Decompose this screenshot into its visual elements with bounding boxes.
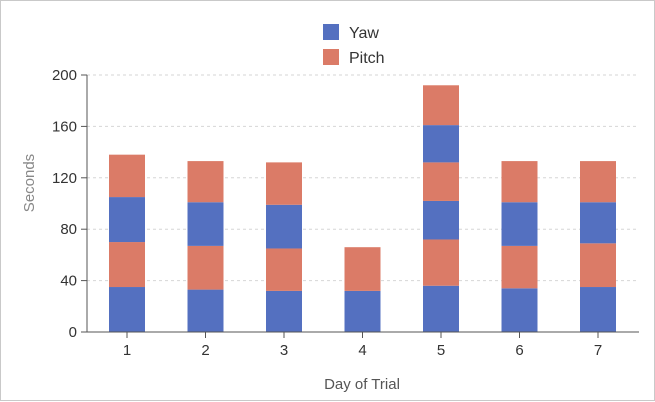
axes: 0 40 80 120 160 200 1 2 3 4 5 6 7	[52, 67, 639, 359]
bar-segment-pitch	[266, 162, 302, 205]
legend-swatch-pitch	[323, 49, 339, 65]
y-tick-label: 160	[52, 118, 77, 135]
bar-segment-yaw	[266, 290, 302, 332]
bar-segment-yaw	[109, 197, 145, 243]
x-axis-title: Day of Trial	[324, 376, 400, 393]
legend-label-pitch: Pitch	[349, 50, 385, 67]
x-tick-label: 2	[201, 342, 209, 359]
bar-segment-pitch	[344, 247, 381, 291]
bar-segment-yaw	[423, 125, 459, 163]
bar-segment-pitch	[423, 85, 459, 126]
bar-segment-pitch	[187, 245, 224, 290]
bar-segment-pitch	[423, 239, 459, 286]
y-tick-label: 120	[52, 170, 77, 187]
bar-segment-yaw	[501, 288, 538, 332]
bar-segment-yaw	[187, 202, 224, 246]
bar-segment-pitch	[187, 161, 224, 203]
y-tick-label: 0	[69, 324, 77, 341]
legend-label-yaw: Yaw	[349, 25, 379, 42]
bar-segment-pitch	[580, 161, 616, 203]
x-tick-label: 1	[123, 342, 131, 359]
bar-segment-yaw	[580, 287, 616, 332]
bar-segment-pitch	[109, 154, 145, 198]
x-tick-label: 5	[437, 342, 445, 359]
bar-segment-pitch	[501, 161, 538, 203]
y-axis-title: Seconds	[21, 154, 38, 212]
legend-swatch-yaw	[323, 24, 339, 40]
bar-segment-pitch	[266, 248, 302, 291]
x-tick-label: 4	[358, 342, 366, 359]
y-tick-label: 40	[60, 273, 77, 290]
bar-segment-yaw	[580, 202, 616, 244]
bar-segment-yaw	[344, 290, 381, 332]
bar-segment-yaw	[423, 200, 459, 240]
legend: Yaw Pitch	[323, 24, 385, 67]
y-tick-label: 80	[60, 221, 77, 238]
x-tick-label: 7	[594, 342, 602, 359]
bar-segment-pitch	[423, 162, 459, 201]
x-tick-label: 3	[280, 342, 288, 359]
x-tick-label: 6	[515, 342, 523, 359]
bar-segment-yaw	[423, 285, 459, 332]
y-tick-label: 200	[52, 67, 77, 84]
bar-segment-yaw	[266, 204, 302, 249]
bar-segment-pitch	[580, 243, 616, 288]
bar-segment-yaw	[187, 289, 224, 332]
bar-segment-yaw	[501, 202, 538, 246]
bar-segment-yaw	[109, 287, 145, 332]
bar-segment-pitch	[109, 242, 145, 288]
bars	[109, 85, 616, 332]
bar-segment-pitch	[501, 245, 538, 289]
